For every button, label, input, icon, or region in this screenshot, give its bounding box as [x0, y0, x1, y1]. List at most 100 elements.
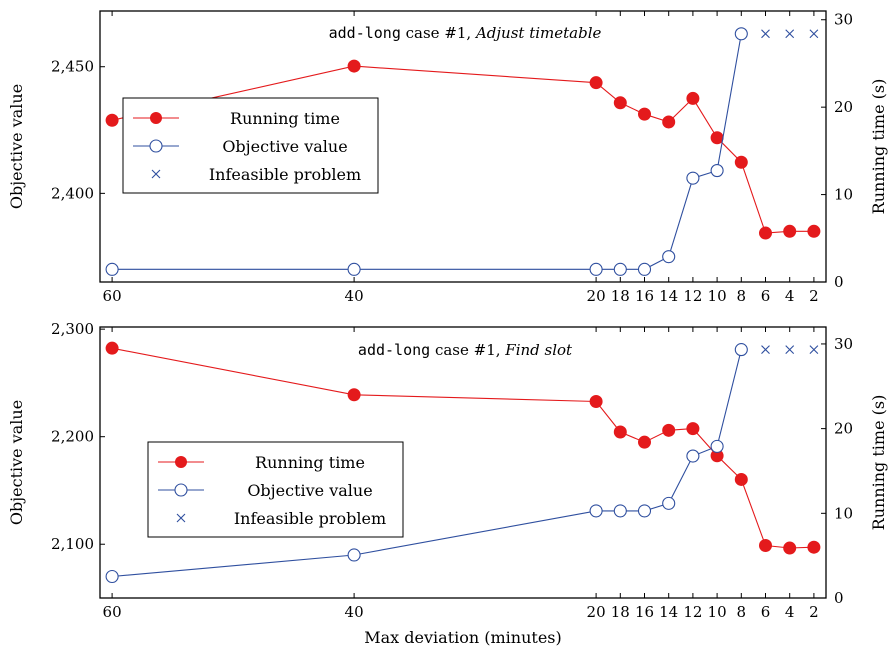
data-point-filled [662, 423, 676, 437]
data-point-cross [761, 345, 770, 354]
legend-marker-open [174, 483, 188, 497]
y-left-tick-label: 2,400 [51, 184, 94, 202]
data-point-filled [589, 395, 603, 409]
legend-marker-filled [150, 112, 162, 124]
data-point-open [105, 569, 119, 584]
legend-label: Running time [230, 109, 340, 128]
series-objective-value [105, 27, 748, 276]
series-infeasible-problem [761, 345, 819, 354]
x-tick-label: 14 [659, 287, 678, 305]
data-point-open [637, 262, 652, 276]
x-tick-label: 40 [345, 287, 364, 305]
data-point-filled [347, 59, 361, 73]
x-tick-label: 16 [635, 287, 654, 305]
data-point-filled [686, 91, 700, 105]
x-tick-label: 60 [103, 603, 122, 621]
data-point-open [613, 504, 627, 518]
chart-title-italic: Adjust timetable [474, 24, 602, 42]
legend-marker-cross [176, 513, 186, 523]
x-tick-label: 8 [737, 287, 747, 305]
chart-panel-1: 60 40 20 18 16 14 12 10 8 6 4 2 2,400 2,450 0 10 20 30 Obj… [7, 10, 888, 305]
data-point-cross [761, 29, 770, 39]
data-point-filled [105, 341, 119, 355]
y-right-tick-label: 0 [834, 589, 844, 607]
data-point-filled [783, 541, 797, 555]
legend-item: Infeasible problem [176, 509, 386, 528]
legend-marker-open [149, 139, 163, 153]
y-left-tick-label: 2,100 [51, 535, 94, 553]
x-tick-label: 6 [761, 287, 771, 305]
data-point-open [347, 262, 361, 276]
x-tick-label: 10 [708, 603, 727, 621]
data-point-open [637, 504, 652, 518]
x-tick-label: 6 [761, 603, 771, 621]
y-right-tick-label: 20 [834, 98, 853, 116]
legend-item: Running time [158, 453, 365, 472]
legend-item: Objective value [158, 481, 373, 500]
data-point-cross [785, 29, 795, 39]
series-running-time [105, 341, 821, 555]
data-point-open [613, 262, 627, 276]
x-tick-label: 2 [809, 287, 819, 305]
legend-marker-filled [175, 456, 187, 468]
legend-item: Running time [133, 109, 340, 128]
x-tick-label: 8 [737, 603, 747, 621]
y-left-tick-label: 2,300 [51, 320, 94, 338]
y-right-axis-label: Running time (s) [869, 395, 888, 531]
legend: Running time Objective value Infeasible pr… [122, 97, 379, 194]
data-point-filled [710, 131, 724, 145]
chart-title-plain: case #1, [401, 24, 476, 42]
x-tick-label: 12 [683, 603, 702, 621]
data-point-filled [734, 155, 748, 169]
y-right-tick-label: 30 [834, 335, 853, 353]
legend-label: Running time [255, 453, 365, 472]
y-right-tick-label: 30 [834, 11, 853, 29]
data-point-filled [734, 472, 748, 486]
chart-panel-2: 60 40 20 18 16 14 12 10 8 6 4 2 2,100 2,200 2,300 0 10 20… [7, 320, 888, 647]
series-running-time [105, 59, 821, 240]
legend-item: Objective value [133, 137, 348, 156]
y-left-axis-label: Objective value [7, 84, 26, 209]
x-tick-label: 18 [611, 287, 630, 305]
data-point-cross [785, 345, 795, 354]
data-point-open [589, 262, 603, 276]
data-point-filled [662, 115, 676, 129]
y-right-tick-label: 20 [834, 420, 853, 438]
data-point-filled [686, 422, 700, 436]
data-point-open [347, 548, 361, 562]
x-tick-label: 40 [345, 603, 364, 621]
x-tick-label: 10 [708, 287, 727, 305]
legend: Running time Objective value Infeasible pr… [147, 441, 404, 538]
x-tick-label: 60 [103, 287, 122, 305]
data-point-filled [759, 538, 772, 552]
y-right-tick-label: 10 [834, 504, 853, 522]
data-point-filled [783, 224, 797, 238]
x-tick-label: 2 [809, 603, 819, 621]
data-point-filled [807, 540, 821, 554]
x-tick-label: 16 [635, 603, 654, 621]
chart-title: add-long case #1, Find slot [358, 341, 573, 359]
data-point-open [662, 250, 676, 264]
y-right-axis-label: Running time (s) [869, 79, 888, 215]
data-point-filled [638, 435, 651, 449]
y-left-tick-label: 2,200 [51, 428, 94, 446]
series-objective-value [105, 343, 748, 584]
legend-marker-cross [151, 169, 161, 179]
data-point-open [105, 262, 119, 276]
series-infeasible-problem [761, 29, 819, 39]
legend-label: Infeasible problem [209, 165, 361, 184]
data-point-cross [809, 345, 819, 354]
data-point-filled [638, 107, 651, 121]
legend-label: Objective value [222, 137, 347, 156]
data-point-filled [589, 76, 603, 90]
legend-label: Objective value [247, 481, 372, 500]
data-point-open [686, 449, 700, 463]
data-point-open [662, 496, 676, 510]
chart-title-plain: case #1, [430, 341, 505, 359]
x-tick-label: 18 [611, 603, 630, 621]
data-point-open [710, 164, 724, 178]
legend-item: Infeasible problem [151, 165, 361, 184]
y-right-tick-label: 0 [834, 273, 844, 291]
data-point-open [734, 27, 748, 41]
